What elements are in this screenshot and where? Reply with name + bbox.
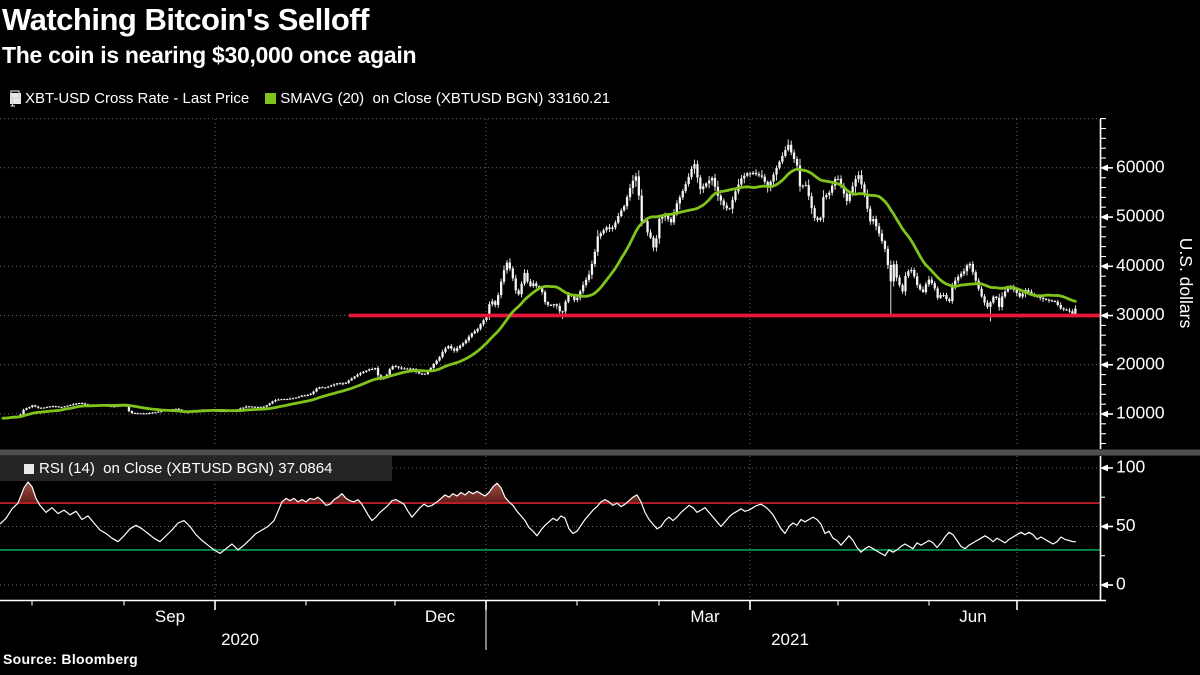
page-subtitle: The coin is nearing $30,000 once again	[2, 42, 417, 68]
svg-text:Dec: Dec	[425, 607, 456, 626]
page-title: Watching Bitcoin's Selloff	[2, 2, 369, 37]
svg-text:20000: 20000	[1116, 353, 1165, 373]
gridlines	[0, 118, 1100, 600]
svg-text:Jun: Jun	[959, 607, 986, 626]
last-price-legend-label: XBT-USD Cross Rate - Last Price	[25, 90, 250, 107]
svg-text:10000: 10000	[1116, 403, 1165, 423]
axes: 10000 20000 30000 40000 50000 60000 U.S. dolla…	[0, 118, 1196, 650]
panel-divider[interactable]	[0, 449, 1200, 456]
rsi-overbought-fill	[0, 482, 1076, 504]
svg-text:100: 100	[1116, 457, 1145, 477]
smavg-legend-swatch	[265, 93, 277, 104]
svg-text:2020: 2020	[221, 630, 259, 649]
svg-text:50000: 50000	[1116, 206, 1165, 226]
smavg-legend-label: SMAVG (20) on Close (XBTUSD BGN) 33160.2…	[280, 90, 611, 107]
y-axis-main: 10000 20000 30000 40000 50000 60000	[1100, 118, 1165, 445]
main-panel	[1, 139, 1100, 420]
smavg-line	[1, 167, 1077, 420]
svg-text:60000: 60000	[1116, 156, 1165, 176]
svg-text:50: 50	[1116, 515, 1136, 535]
year-labels: 2020 2021	[221, 630, 809, 649]
ylabel-us-dollars: U.S. dollars	[1176, 238, 1196, 329]
svg-text:0: 0	[1116, 574, 1126, 594]
month-labels: Sep Dec Mar Jun	[155, 607, 987, 626]
svg-text:Mar: Mar	[690, 607, 720, 626]
rsi-line	[0, 481, 1076, 557]
rsi-panel	[0, 481, 1100, 557]
source-attribution: Source: Bloomberg	[3, 651, 139, 667]
series-flag-icon	[10, 90, 20, 107]
rsi-legend-swatch	[24, 463, 34, 474]
candles	[1, 139, 1077, 420]
rsi-legend-label: RSI (14) on Close (XBTUSD BGN) 37.0864	[39, 460, 333, 477]
rsi-legend: RSI (14) on Close (XBTUSD BGN) 37.0864	[0, 456, 392, 481]
main-chart-legend: XBT-USD Cross Rate - Last Price SMAVG (2…	[10, 90, 610, 107]
svg-text:40000: 40000	[1116, 255, 1165, 275]
svg-text:30000: 30000	[1116, 304, 1165, 324]
svg-text:Sep: Sep	[155, 607, 185, 626]
y-axis-rsi: 0 50 100	[1100, 457, 1145, 594]
svg-text:2021: 2021	[771, 630, 809, 649]
